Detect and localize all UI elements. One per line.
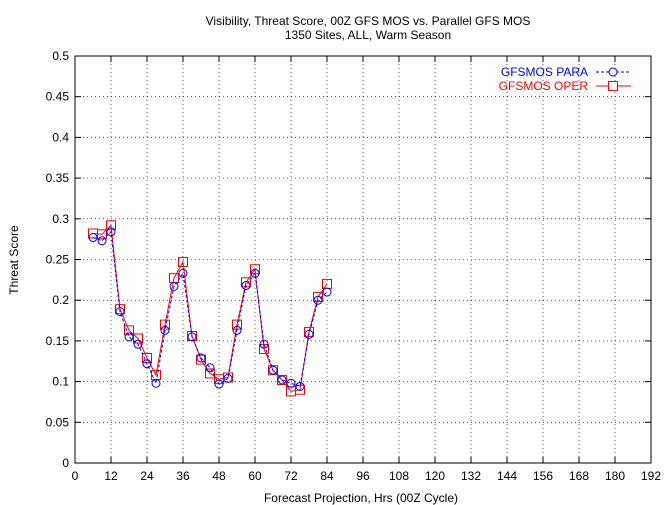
legend-marker-0 [608,67,618,77]
x-tick-label: 180 [605,469,625,483]
data-point-series-0 [133,339,143,349]
data-point-series-0 [241,281,251,291]
plot-frame [74,55,652,464]
data-point-series-0 [322,287,332,297]
data-point-series-0 [106,227,116,237]
legend-label-1: GFSMOS OPER [499,79,589,93]
series-layer [88,220,332,397]
data-point-series-1 [124,325,134,336]
x-tick-label: 48 [212,469,226,483]
legend-label-0: GFSMOS PARA [501,65,588,79]
data-point-series-1 [232,319,242,330]
data-point-series-0 [178,268,188,278]
chart-subtitle: 1350 Sites, ALL, Warm Season [285,28,451,42]
data-point-series-0 [124,332,134,342]
x-tick-label: 156 [533,469,553,483]
x-tick-label: 108 [389,469,409,483]
data-point-series-1 [106,220,116,231]
x-axis-label: Forecast Projection, Hrs (00Z Cycle) [264,491,458,505]
data-point-series-1 [196,354,206,365]
x-tick-label: 84 [320,469,334,483]
data-point-series-0 [97,236,107,246]
data-point-series-0 [250,268,260,278]
y-tick-label: 0 [62,456,69,470]
data-point-series-0 [187,332,197,342]
data-point-series-0 [142,359,152,369]
x-tick-label: 24 [140,469,154,483]
data-point-series-1 [115,304,125,315]
series-line-1 [92,224,328,392]
data-point-series-1 [178,256,188,267]
data-point-series-0 [196,353,206,363]
x-tick-label: 72 [284,469,298,483]
data-point-series-0 [88,233,98,243]
data-point-series-0 [223,373,233,383]
chart-title: Visibility, Threat Score, 00Z GFS MOS vs… [206,14,531,28]
series-line-0 [92,230,328,388]
data-point-series-1 [205,368,215,379]
x-tick-label: 132 [461,469,481,483]
y-tick-label: 0.1 [52,375,69,389]
axis-ticks: 0 0.05 0.1 0.15 0.2 0.25 0.3 0.35 0.4 0.45 0.5 0 12 2… [46,49,662,483]
y-tick-label: 0.45 [46,90,70,104]
x-tick-label: 168 [569,469,589,483]
data-point-series-1 [160,319,170,330]
data-point-series-0 [232,325,242,335]
x-tick-label: 192 [641,469,661,483]
data-point-series-0 [277,375,287,385]
data-point-series-0 [313,295,323,305]
x-tick-label: 12 [104,469,118,483]
x-tick-label: 144 [497,469,517,483]
data-point-series-0 [205,363,215,373]
data-point-series-0 [169,281,179,291]
y-tick-label: 0.35 [46,171,70,185]
y-tick-label: 0.2 [52,293,69,307]
data-point-series-1 [142,352,152,363]
data-point-series-0 [295,381,305,391]
data-point-series-0 [268,365,278,375]
data-point-series-0 [160,325,170,335]
data-point-series-1 [97,229,107,240]
y-tick-label: 0.15 [46,334,70,348]
x-tick-label: 60 [248,469,262,483]
grid [75,56,651,463]
data-point-series-0 [286,378,296,388]
data-point-series-0 [304,329,314,339]
y-tick-label: 0.3 [52,212,69,226]
x-tick-label: 36 [176,469,190,483]
x-tick-label: 0 [72,469,79,483]
legend-marker-1 [608,81,618,91]
data-point-series-1 [133,333,143,344]
x-tick-label: 120 [425,469,445,483]
data-point-series-0 [259,339,269,349]
data-point-series-1 [259,344,269,355]
y-tick-label: 0.4 [52,130,69,144]
data-point-series-0 [214,379,224,389]
data-point-series-0 [115,307,125,317]
y-axis-label: Threat Score [7,225,21,295]
data-point-series-0 [151,378,161,388]
y-tick-label: 0.5 [52,49,69,63]
y-tick-label: 0.25 [46,253,70,267]
y-tick-label: 0.05 [46,415,70,429]
x-tick-label: 96 [356,469,370,483]
data-point-series-1 [304,326,314,337]
